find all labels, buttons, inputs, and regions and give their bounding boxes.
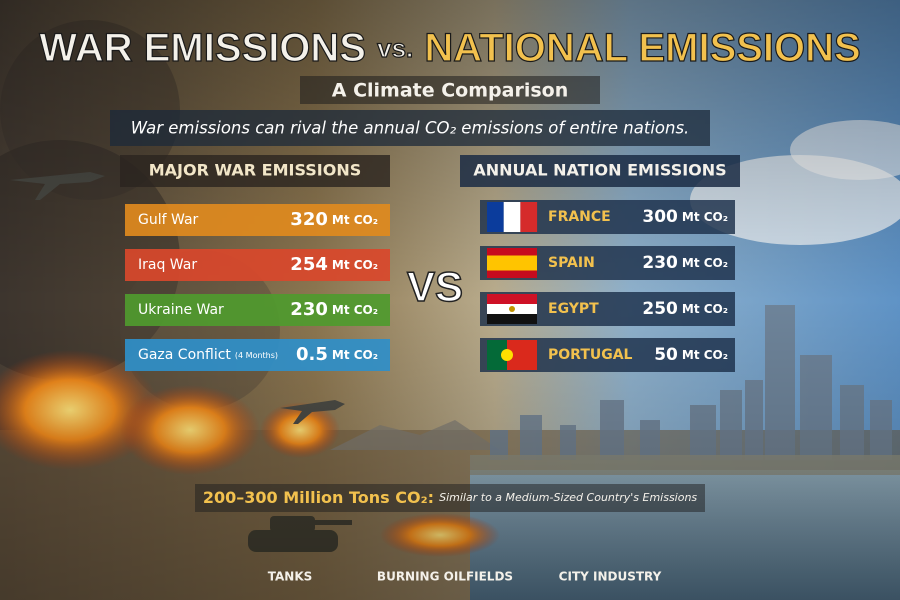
- war-list: Gulf War 320 Mt CO₂ Iraq War 254 Mt CO₂ Ukrain…: [125, 204, 390, 371]
- war-name-text: Gulf War: [138, 212, 199, 228]
- footer: 200–300 Million Tons CO₂: Similar to a M…: [195, 484, 705, 584]
- war-value-number: 254: [290, 254, 328, 275]
- nation-section: ANNUAL NATION EMISSIONS FRANCE 300 Mt CO₂ S…: [460, 155, 740, 372]
- flag-stripe: [487, 255, 537, 271]
- war-name-text: Iraq War: [138, 257, 197, 273]
- war-name: Gaza Conflict (4 Months): [138, 347, 278, 363]
- nation-value: 230 Mt CO₂: [642, 253, 728, 273]
- war-value: 320 Mt CO₂: [290, 209, 378, 230]
- nation-value: 250 Mt CO₂: [642, 299, 728, 319]
- war-value: 0.5 Mt CO₂: [296, 344, 378, 365]
- flag: [487, 294, 537, 324]
- nation-value-number: 230: [642, 253, 678, 273]
- nation-name: SPAIN: [548, 255, 595, 271]
- flag: [487, 202, 538, 232]
- nation-name: EGYPT: [548, 301, 599, 317]
- nation-value: 300 Mt CO₂: [642, 207, 728, 227]
- flag-stripe: [503, 202, 521, 232]
- war-value-number: 0.5: [296, 344, 328, 365]
- footer-highlight: 200–300 Million Tons CO₂:: [203, 488, 434, 507]
- title-left: WAR EMISSIONS: [39, 26, 366, 70]
- war-name: Iraq War: [138, 257, 197, 273]
- war-name-text: Ukraine War: [138, 302, 224, 318]
- nation-heading-banner: [460, 155, 740, 187]
- flag-stripe: [520, 202, 538, 232]
- war-heading: MAJOR WAR EMISSIONS: [149, 161, 362, 180]
- war-bar: [125, 339, 390, 371]
- nation-value-number: 250: [642, 299, 678, 319]
- scene-label: TANKS: [268, 570, 313, 584]
- nation-name: FRANCE: [548, 209, 611, 225]
- nation-heading: ANNUAL NATION EMISSIONS: [473, 161, 726, 180]
- flag: [487, 248, 537, 278]
- nation-value-number: 50: [654, 345, 678, 365]
- subtitle-banner: [300, 76, 600, 104]
- war-bar: [125, 249, 390, 281]
- war-bar: [125, 294, 390, 326]
- versus: VS: [407, 263, 463, 310]
- war-value-unit: Mt CO₂: [332, 348, 378, 362]
- nation-value-unit: Mt CO₂: [682, 348, 728, 362]
- war-section: MAJOR WAR EMISSIONS Gulf War 320 Mt CO₂ Ira…: [120, 155, 390, 371]
- war-name: Ukraine War: [138, 302, 224, 318]
- footer-line: 200–300 Million Tons CO₂: Similar to a M…: [203, 488, 698, 507]
- nation-list: FRANCE 300 Mt CO₂ SPAIN 230 Mt CO₂ EGYPT 250 Mt …: [480, 200, 735, 372]
- war-value-unit: Mt CO₂: [332, 303, 378, 317]
- flag-stripe: [487, 202, 504, 232]
- header: WAR EMISSIONS vs. NATIONAL EMISSIONS A C…: [39, 25, 861, 146]
- nation-value-unit: Mt CO₂: [682, 302, 728, 316]
- nation-value-unit: Mt CO₂: [682, 210, 728, 224]
- title-mid: vs.: [377, 33, 413, 63]
- scene-label: CITY INDUSTRY: [559, 570, 662, 584]
- flag-stripe: [487, 340, 507, 370]
- flag-stripe: [487, 314, 537, 324]
- war-value: 254 Mt CO₂: [290, 254, 378, 275]
- war-value: 230 Mt CO₂: [290, 299, 378, 320]
- war-name-text: Gaza Conflict: [138, 347, 231, 363]
- war-heading-banner: [120, 155, 390, 187]
- title: WAR EMISSIONS vs. NATIONAL EMISSIONS: [39, 26, 860, 70]
- flag-emblem: [509, 306, 515, 312]
- footer-text: Similar to a Medium-Sized Country's Emis…: [439, 491, 697, 504]
- war-bar: [125, 204, 390, 236]
- tagline-banner: [110, 110, 710, 146]
- war-note: (4 Months): [235, 351, 278, 360]
- nation-value: 50 Mt CO₂: [654, 345, 728, 365]
- flag: [487, 340, 537, 370]
- war-value-number: 230: [290, 299, 328, 320]
- nation-name: PORTUGAL: [548, 347, 633, 363]
- flag-stripe: [487, 294, 537, 304]
- nation-value-unit: Mt CO₂: [682, 256, 728, 270]
- flag-emblem: [501, 349, 513, 361]
- war-value-unit: Mt CO₂: [332, 258, 378, 272]
- war-name: Gulf War: [138, 212, 199, 228]
- war-value-number: 320: [290, 209, 328, 230]
- war-value-unit: Mt CO₂: [332, 213, 378, 227]
- tagline: War emissions can rival the annual CO₂ e…: [131, 119, 690, 138]
- footer-banner: [195, 484, 705, 512]
- scene-label: BURNING OILFIELDS: [377, 570, 513, 584]
- nation-value-number: 300: [642, 207, 678, 227]
- subtitle: A Climate Comparison: [332, 80, 568, 102]
- title-right: NATIONAL EMISSIONS: [424, 26, 860, 70]
